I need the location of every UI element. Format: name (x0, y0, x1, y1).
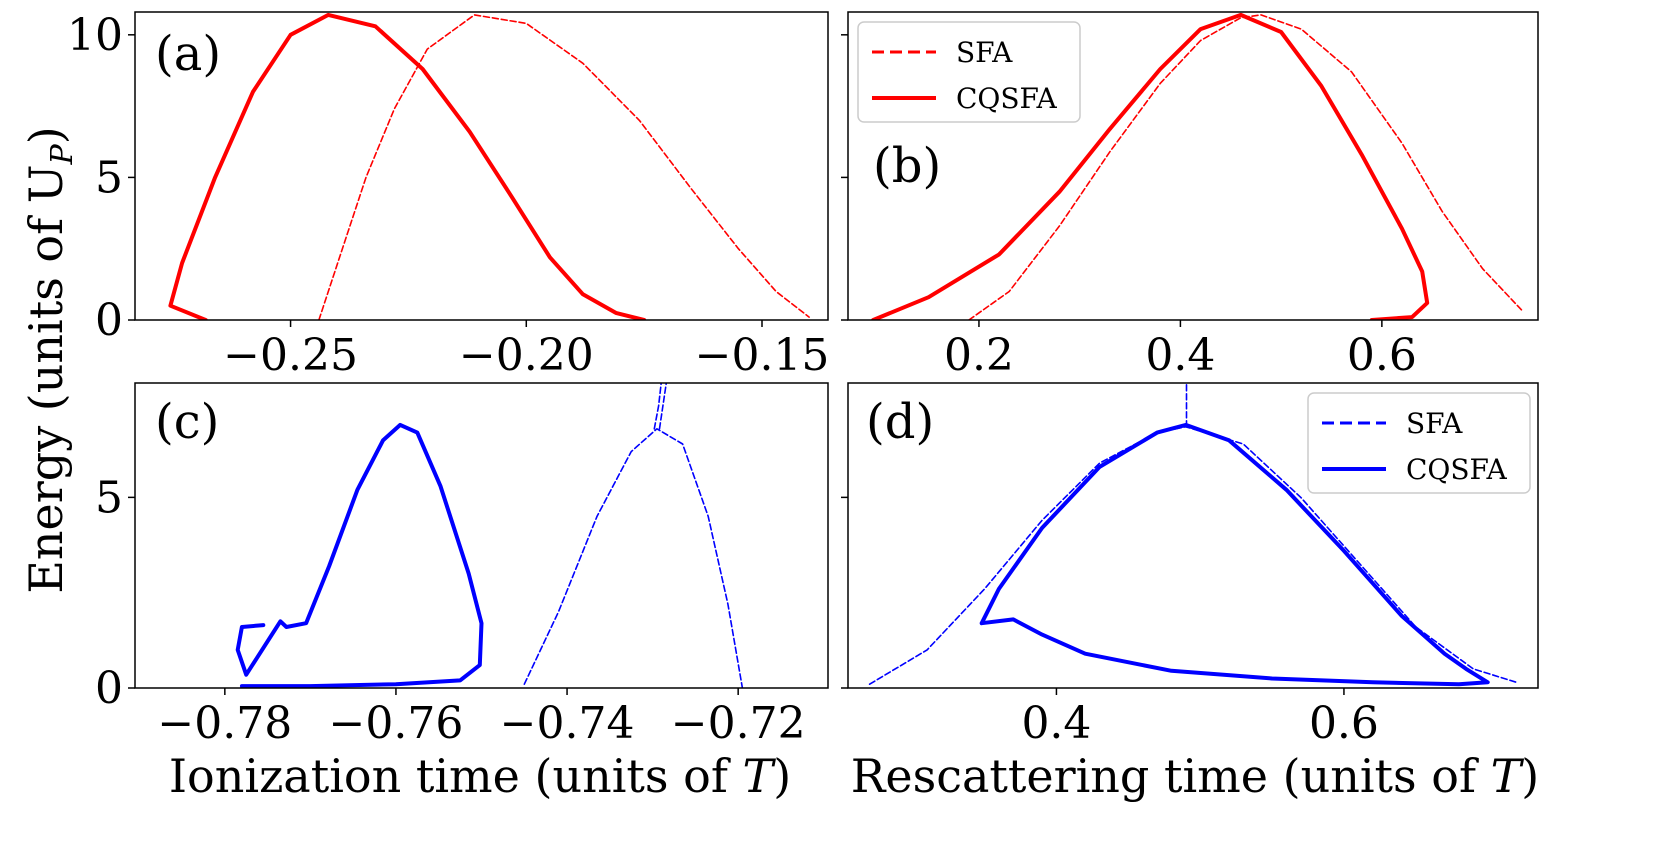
series-c-cqsfa-0 (235, 422, 484, 688)
panel-d: 0.4 0.6 (d) SFA CQSFA (841, 382, 1539, 749)
series-a-cqsfa-0 (168, 12, 647, 320)
series-c-sfa-branch-3 (658, 383, 668, 430)
legend-label-b-0: SFA (956, 36, 1013, 69)
x-tick-label-a-0: −0.25 (223, 330, 358, 381)
y-tick-label-a-1: 5 (95, 152, 123, 203)
series-a-sfa-1 (318, 14, 810, 320)
plot-frame-b (847, 11, 1539, 321)
panel-label-b: (b) (873, 138, 941, 194)
x-tick-label-b-1: 0.4 (1145, 330, 1215, 381)
panel-c: −0.78 −0.76 −0.74 −0.72 0 5 (c) (95, 382, 829, 749)
legend-label-d-1: CQSFA (1406, 453, 1508, 486)
x-tick-label-c-2: −0.74 (500, 698, 635, 749)
panel-label-d: (d) (866, 394, 934, 450)
y-tick-label-c-1: 5 (95, 472, 123, 523)
series-d-cqsfa-0 (979, 422, 1490, 687)
x-tick-label-a-2: −0.15 (695, 330, 830, 381)
y-tick-label-a-2: 10 (67, 10, 123, 61)
plot-frame-c (134, 382, 829, 689)
y-tick-label-a-0: 0 (95, 295, 123, 346)
panel-label-c: (c) (155, 394, 219, 450)
series-b-sfa-1 (968, 14, 1524, 320)
series-c-sfa-1 (523, 428, 744, 688)
x-tick-label-a-1: −0.20 (459, 330, 594, 381)
y-tick-label-c-0: 0 (95, 663, 123, 714)
series-b-cqsfa-0 (871, 12, 1430, 320)
legend-d: SFA CQSFA (1307, 392, 1531, 494)
panel-a: −0.25 −0.20 −0.15 0 5 10 (a) (67, 10, 829, 381)
plot-frame-a (134, 11, 829, 321)
x-tick-label-c-1: −0.76 (329, 698, 464, 749)
plot-frame-d (847, 382, 1539, 689)
x-tick-label-c-0: −0.78 (157, 698, 292, 749)
x-tick-label-b-0: 0.2 (944, 330, 1014, 381)
x-tick-label-b-2: 0.6 (1347, 330, 1417, 381)
x-tick-label-d-0: 0.4 (1021, 698, 1091, 749)
legend-label-b-1: CQSFA (956, 82, 1058, 115)
x-axis-label-rescattering: Rescattering time (units of T) (851, 749, 1540, 803)
panel-label-a: (a) (155, 26, 221, 82)
series-c-sfa-branch-2 (653, 383, 662, 430)
x-tick-label-c-3: −0.72 (671, 698, 806, 749)
x-tick-label-d-1: 0.6 (1309, 698, 1379, 749)
y-axis-label-subscript: P (45, 143, 80, 165)
legend-label-d-0: SFA (1406, 407, 1463, 440)
legend-b: SFA CQSFA (857, 21, 1081, 123)
panel-b: 0.2 0.4 0.6 (b) SFA CQSFA (841, 11, 1539, 381)
y-axis-label: Energy (units of UP) (19, 126, 80, 593)
x-axis-label-ionization: Ionization time (units of T) (169, 749, 791, 803)
